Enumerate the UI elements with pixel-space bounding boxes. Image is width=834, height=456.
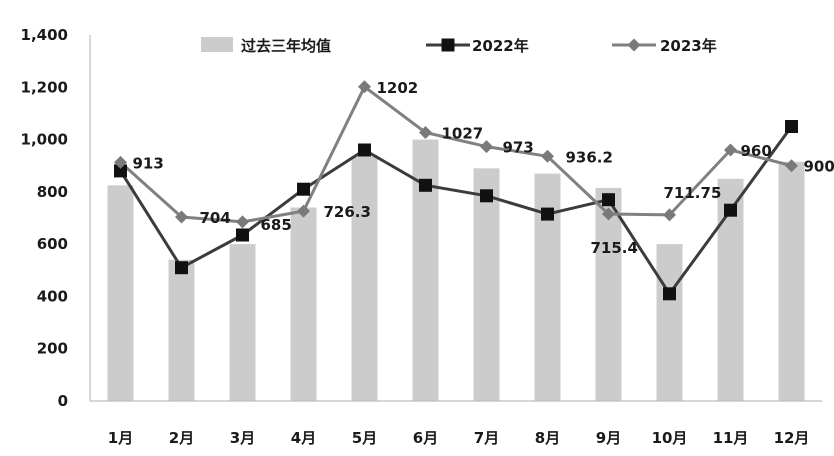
marker-2023-4 (297, 204, 310, 218)
legend-swatch-bar (201, 37, 233, 52)
y-tick-label: 800 (37, 183, 68, 201)
marker-2022-6 (419, 178, 432, 192)
bar-avg-10 (656, 244, 683, 401)
bar-avg-1 (107, 185, 134, 401)
marker-2022-11 (724, 203, 737, 217)
legend-square-marker-icon (441, 38, 455, 52)
bar-avg-4 (290, 207, 317, 401)
data-label-2023-1: 913 (133, 154, 164, 172)
x-tick-label: 3月 (230, 429, 255, 447)
data-label-2023-8: 936.2 (566, 148, 613, 166)
marker-2023-11 (724, 143, 737, 157)
data-label-2023-4: 726.3 (324, 203, 371, 221)
x-tick-label: 5月 (352, 429, 377, 447)
y-tick-label: 1,200 (21, 78, 68, 96)
bar-avg-12 (778, 161, 805, 401)
marker-2023-3 (236, 215, 249, 229)
bars-layer (107, 139, 805, 401)
y-tick-label: 1,000 (21, 131, 68, 149)
marker-2023-10 (663, 208, 676, 222)
marker-2022-3 (236, 228, 249, 242)
line-2022 (119, 125, 793, 296)
x-tick-label: 12月 (774, 429, 810, 447)
lines-layer (114, 80, 798, 301)
data-label-2023-11: 960 (741, 142, 772, 160)
data-label-2023-12: 900 (804, 158, 834, 176)
x-tick-label: 7月 (474, 429, 499, 447)
marker-2022-9 (602, 193, 615, 207)
marker-2022-12 (785, 120, 798, 133)
marker-2023-7 (480, 140, 493, 154)
legend-label-2022: 2022年 (472, 37, 529, 55)
legend-diamond-marker-icon (627, 38, 641, 52)
marker-2023-5 (358, 80, 371, 94)
x-tick-label: 6月 (413, 429, 438, 447)
marker-2022-10 (663, 287, 676, 301)
bar-avg-3 (229, 244, 256, 401)
marker-2022-4 (297, 182, 310, 196)
data-label-2023-9: 715.4 (591, 239, 638, 257)
marker-2022-1 (114, 164, 127, 178)
y-tick-label: 400 (37, 287, 68, 305)
y-tick-label: 200 (37, 340, 68, 358)
data-label-2023-10: 711.75 (664, 184, 722, 202)
marker-2022-2 (175, 261, 188, 275)
marker-2023-9 (602, 207, 615, 221)
axes-layer (89, 35, 822, 402)
marker-2023-2 (175, 210, 188, 224)
x-tick-label: 11月 (713, 429, 749, 447)
x-tick-label: 9月 (596, 429, 621, 447)
x-tick-label: 8月 (535, 429, 560, 447)
data-label-2023-6: 1027 (442, 125, 484, 143)
legend-label-avg: 过去三年均值 (241, 37, 331, 55)
marker-2022-8 (541, 207, 554, 221)
marker-2023-8 (541, 149, 554, 163)
x-tick-label: 4月 (291, 429, 316, 447)
bar-avg-9 (595, 187, 622, 401)
line-2023 (119, 85, 792, 224)
y-tick-label: 0 (58, 392, 68, 410)
legend: 过去三年均值 2022年 2023年 (201, 37, 717, 55)
data-label-2023-3: 685 (261, 216, 292, 234)
ticks-layer: 0 200 400 600 800 1,000 1,200 1,400 1月 2月 3月 4月 5月 6月… (21, 26, 810, 447)
marker-2022-5 (358, 143, 371, 157)
bar-avg-7 (473, 168, 500, 401)
data-label-2023-7: 973 (503, 139, 534, 157)
x-tick-label: 10月 (652, 429, 688, 447)
y-tick-label: 1,400 (21, 26, 68, 44)
data-label-2023-5: 1202 (377, 79, 419, 97)
marker-2023-12 (785, 159, 798, 173)
bar-avg-2 (168, 259, 195, 401)
x-tick-label: 2月 (169, 429, 194, 447)
marker-2022-7 (480, 189, 493, 203)
marker-2023-1 (114, 155, 127, 169)
y-tick-label: 600 (37, 235, 68, 253)
x-tick-label: 1月 (108, 429, 133, 447)
data-label-2023-2: 704 (200, 209, 231, 227)
bar-avg-5 (351, 156, 378, 401)
data-labels-layer: 913 704 685 726.3 1202 1027 973 936.2 715.4 711.7… (133, 79, 834, 257)
marker-2023-6 (419, 126, 432, 140)
legend-label-2023: 2023年 (660, 37, 717, 55)
